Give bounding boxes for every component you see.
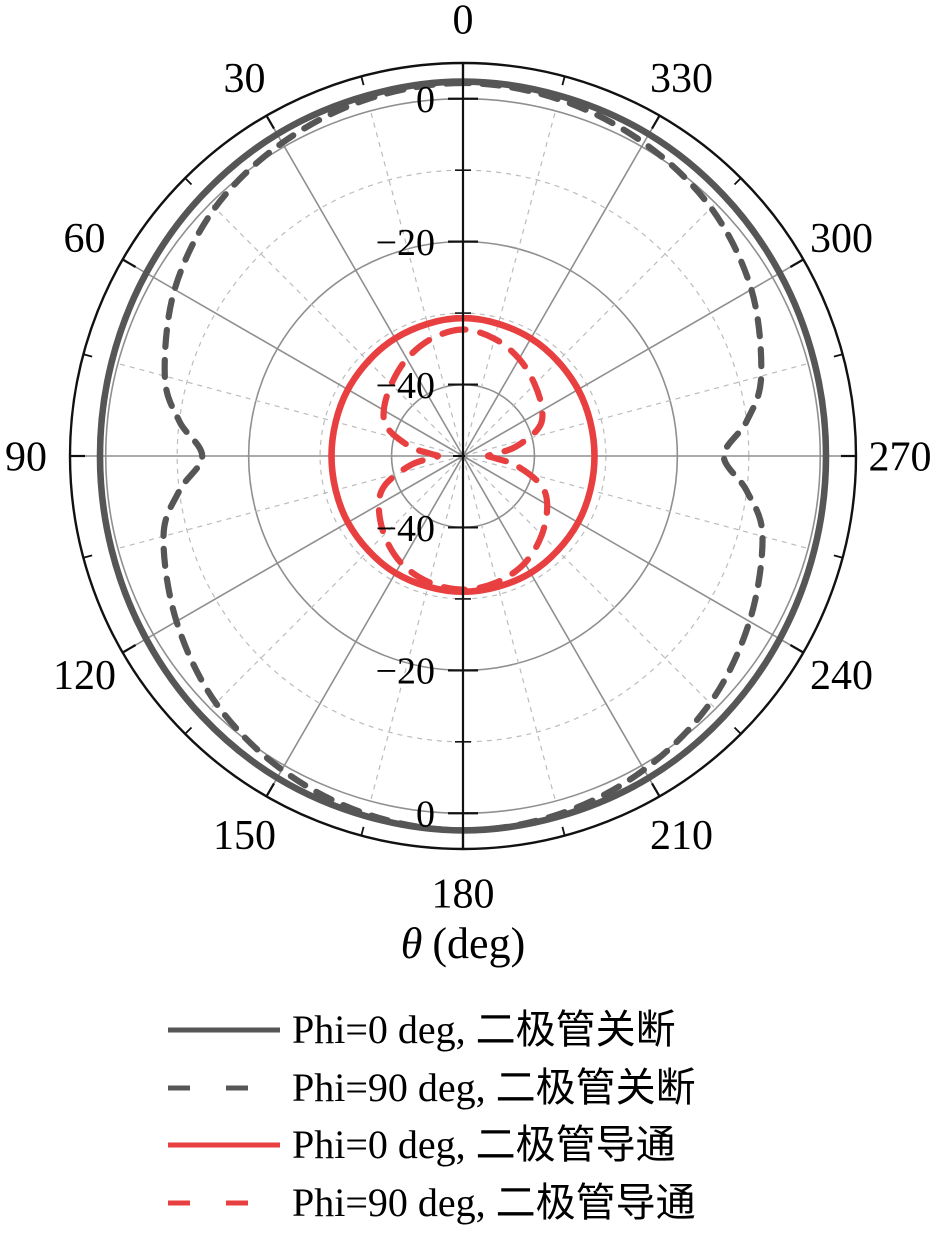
theta-gridline-major [462,455,804,654]
theta-gridline-major [462,115,661,457]
legend: Phi=0 deg, 二极管关断 Phi=90 deg, 二极管关断 Phi=0… [168,1007,696,1225]
r-tick-label: 0 [416,79,435,121]
legend-label: Phi=0 deg, 二极管关断 [292,1007,676,1052]
theta-tick-major [122,258,137,268]
theta-tick-minor [360,76,365,86]
theta-tick-label: 240 [810,653,873,699]
theta-tick-minor [83,353,93,358]
theta-tick-label: 210 [650,813,713,859]
theta-gridline-major [265,115,464,457]
theta-axis-label: θ (deg) [401,919,525,968]
legend-label: Phi=90 deg, 二极管导通 [292,1180,696,1225]
theta-tick-minor [833,353,843,358]
theta-gridline-major [122,258,464,457]
r-tick-label: −20 [376,222,435,264]
theta-gridline-major [462,455,661,797]
r-tick-label: 0 [416,794,435,836]
theta-tick-major [789,644,804,654]
theta-gridline-minor [462,362,809,457]
theta-tick-label: 270 [869,435,932,481]
theta-tick-minor [833,554,843,559]
theta-tick-minor [184,177,193,186]
legend-label: Phi=0 deg, 二极管导通 [292,1122,676,1167]
legend-item: Phi=90 deg, 二极管关断 [168,1065,696,1110]
theta-tick-minor [733,726,742,735]
theta-tick-label: 150 [213,813,276,859]
theta-tick-label: 180 [432,872,495,918]
theta-gridline-minor [462,110,557,457]
legend-item: Phi=90 deg, 二极管导通 [168,1180,696,1225]
theta-tick-major [789,258,804,268]
theta-tick-label: 330 [650,56,713,102]
legend-label: Phi=90 deg, 二极管关断 [292,1065,696,1110]
theta-tick-major [265,115,275,130]
theta-tick-major [651,115,661,130]
theta-tick-minor [360,826,365,836]
theta-tick-major [651,782,661,797]
theta-tick-label: 60 [64,216,106,262]
theta-tick-minor [184,726,193,735]
r-tick-label: −40 [376,365,435,407]
theta-gridline-minor [462,455,557,802]
theta-gridline-major [462,258,804,457]
legend-item: Phi=0 deg, 二极管导通 [168,1122,676,1167]
theta-tick-label: 30 [224,56,266,102]
theta-gridline-minor [462,455,809,550]
legend-item: Phi=0 deg, 二极管关断 [168,1007,676,1052]
theta-tick-label: 90 [5,435,47,481]
theta-gridline-major [265,455,464,797]
r-tick-label: −20 [376,651,435,693]
theta-tick-minor [561,826,566,836]
theta-gridline-major [122,455,464,654]
theta-tick-minor [733,177,742,186]
theta-tick-label: 120 [53,653,116,699]
axis-layer: 00−20−20−40−4003060901201501802102402703… [5,0,932,918]
theta-tick-minor [561,76,566,86]
theta-tick-label: 300 [810,216,873,262]
theta-tick-minor [83,554,93,559]
theta-tick-major [265,782,275,797]
theta-tick-major [122,644,137,654]
theta-tick-label: 0 [453,0,474,44]
r-tick-label: −40 [376,508,435,550]
